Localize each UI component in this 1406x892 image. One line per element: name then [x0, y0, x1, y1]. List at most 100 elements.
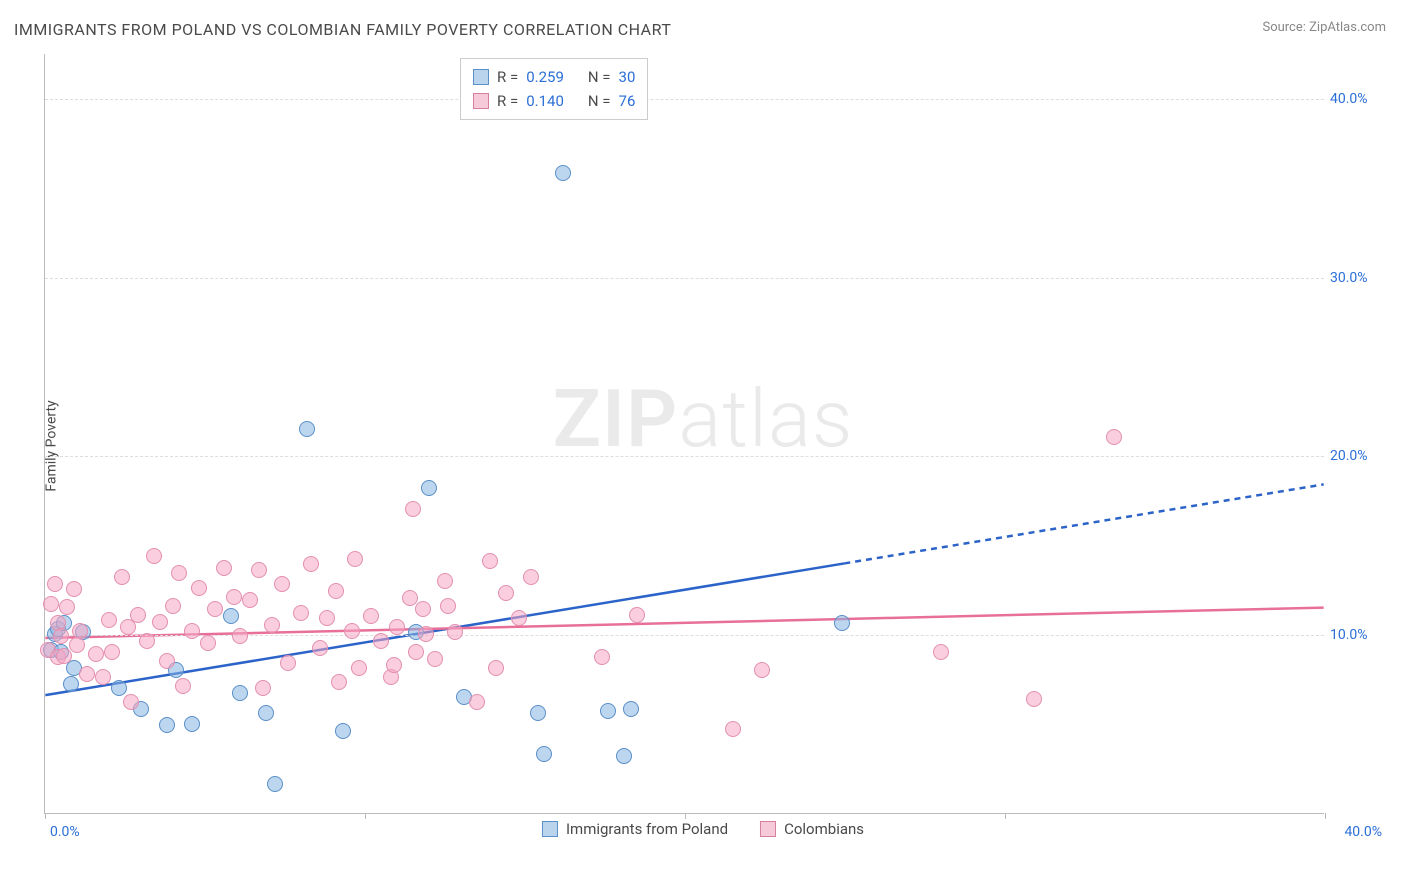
r-label: R = [497, 68, 518, 86]
scatter-point-colombians [53, 628, 69, 644]
gridline [45, 278, 1324, 279]
scatter-point-colombians [69, 637, 85, 653]
scatter-point-colombians [405, 501, 421, 517]
scatter-point-colombians [123, 694, 139, 710]
swatch-blue [542, 821, 558, 837]
legend-label: Colombians [784, 820, 864, 838]
legend-series: Immigrants from Poland Colombians [542, 820, 864, 838]
scatter-point-colombians [79, 666, 95, 682]
scatter-point-colombians [130, 607, 146, 623]
scatter-point-colombians [1106, 429, 1122, 445]
scatter-point-colombians [363, 608, 379, 624]
swatch-pink [473, 93, 489, 109]
n-value: 76 [619, 92, 636, 110]
y-tick-label: 30.0% [1330, 270, 1386, 286]
r-label: R = [497, 92, 518, 110]
scatter-point-colombians [56, 648, 72, 664]
scatter-point-colombians [255, 680, 271, 696]
regression-line-poland-dashed [844, 484, 1323, 563]
scatter-point-colombians [43, 596, 59, 612]
scatter-point-colombians [171, 565, 187, 581]
legend-item-colombians: Colombians [760, 820, 864, 838]
scatter-point-colombians [184, 623, 200, 639]
scatter-point-poland [267, 776, 283, 792]
scatter-point-colombians [139, 633, 155, 649]
scatter-point-colombians [251, 562, 267, 578]
swatch-pink [760, 821, 776, 837]
scatter-point-colombians [95, 669, 111, 685]
legend-item-poland: Immigrants from Poland [542, 820, 728, 838]
scatter-point-poland [299, 421, 315, 437]
scatter-point-poland [159, 717, 175, 733]
scatter-point-poland [555, 165, 571, 181]
scatter-point-colombians [437, 573, 453, 589]
legend-stats-row: R = 0.259 N = 30 [473, 65, 635, 89]
x-tick [1005, 813, 1006, 819]
legend-stats: R = 0.259 N = 30 R = 0.140 N = 76 [460, 58, 648, 120]
x-tick [365, 813, 366, 819]
scatter-point-colombians [415, 601, 431, 617]
scatter-point-colombians [274, 576, 290, 592]
scatter-point-colombians [482, 553, 498, 569]
scatter-point-colombians [469, 694, 485, 710]
scatter-point-colombians [104, 644, 120, 660]
scatter-point-colombians [72, 623, 88, 639]
scatter-point-poland [223, 608, 239, 624]
scatter-point-colombians [226, 589, 242, 605]
scatter-point-colombians [408, 644, 424, 660]
scatter-point-colombians [242, 592, 258, 608]
scatter-point-colombians [347, 551, 363, 567]
scatter-point-colombians [66, 581, 82, 597]
scatter-point-colombians [351, 660, 367, 676]
scatter-point-poland [63, 676, 79, 692]
n-value: 30 [619, 68, 636, 86]
scatter-point-colombians [427, 651, 443, 667]
scatter-point-colombians [488, 660, 504, 676]
y-tick-label: 40.0% [1330, 91, 1386, 107]
scatter-point-colombians [629, 607, 645, 623]
gridline [45, 99, 1324, 100]
x-tick [1325, 813, 1326, 819]
scatter-point-colombians [331, 674, 347, 690]
scatter-point-colombians [725, 721, 741, 737]
scatter-point-colombians [594, 649, 610, 665]
scatter-point-poland [616, 748, 632, 764]
y-tick-label: 20.0% [1330, 448, 1386, 464]
scatter-point-colombians [511, 610, 527, 626]
scatter-point-poland [421, 480, 437, 496]
n-label: N = [588, 68, 611, 86]
legend-stats-row: R = 0.140 N = 76 [473, 89, 635, 113]
scatter-point-colombians [191, 580, 207, 596]
scatter-point-colombians [386, 657, 402, 673]
scatter-point-colombians [216, 560, 232, 576]
x-axis-min-label: 0.0% [50, 824, 80, 840]
scatter-point-colombians [264, 617, 280, 633]
scatter-point-colombians [754, 662, 770, 678]
scatter-point-colombians [88, 646, 104, 662]
scatter-point-colombians [280, 655, 296, 671]
scatter-point-poland [111, 680, 127, 696]
scatter-point-colombians [200, 635, 216, 651]
scatter-point-poland [600, 703, 616, 719]
scatter-point-colombians [101, 612, 117, 628]
scatter-point-colombians [159, 653, 175, 669]
scatter-point-colombians [418, 626, 434, 642]
swatch-blue [473, 69, 489, 85]
scatter-point-colombians [344, 623, 360, 639]
scatter-point-poland [623, 701, 639, 717]
x-tick [45, 813, 46, 819]
chart-title: IMMIGRANTS FROM POLAND VS COLOMBIAN FAMI… [14, 20, 671, 39]
scatter-point-colombians [232, 628, 248, 644]
scatter-point-poland [232, 685, 248, 701]
x-axis-max-label: 40.0% [1344, 824, 1382, 840]
scatter-point-poland [530, 705, 546, 721]
scatter-point-colombians [59, 599, 75, 615]
scatter-point-colombians [152, 614, 168, 630]
scatter-point-poland [335, 723, 351, 739]
scatter-point-colombians [498, 585, 514, 601]
scatter-point-colombians [47, 576, 63, 592]
scatter-point-colombians [319, 610, 335, 626]
scatter-point-colombians [389, 619, 405, 635]
source-label: Source: ZipAtlas.com [1262, 20, 1386, 35]
scatter-point-colombians [440, 598, 456, 614]
